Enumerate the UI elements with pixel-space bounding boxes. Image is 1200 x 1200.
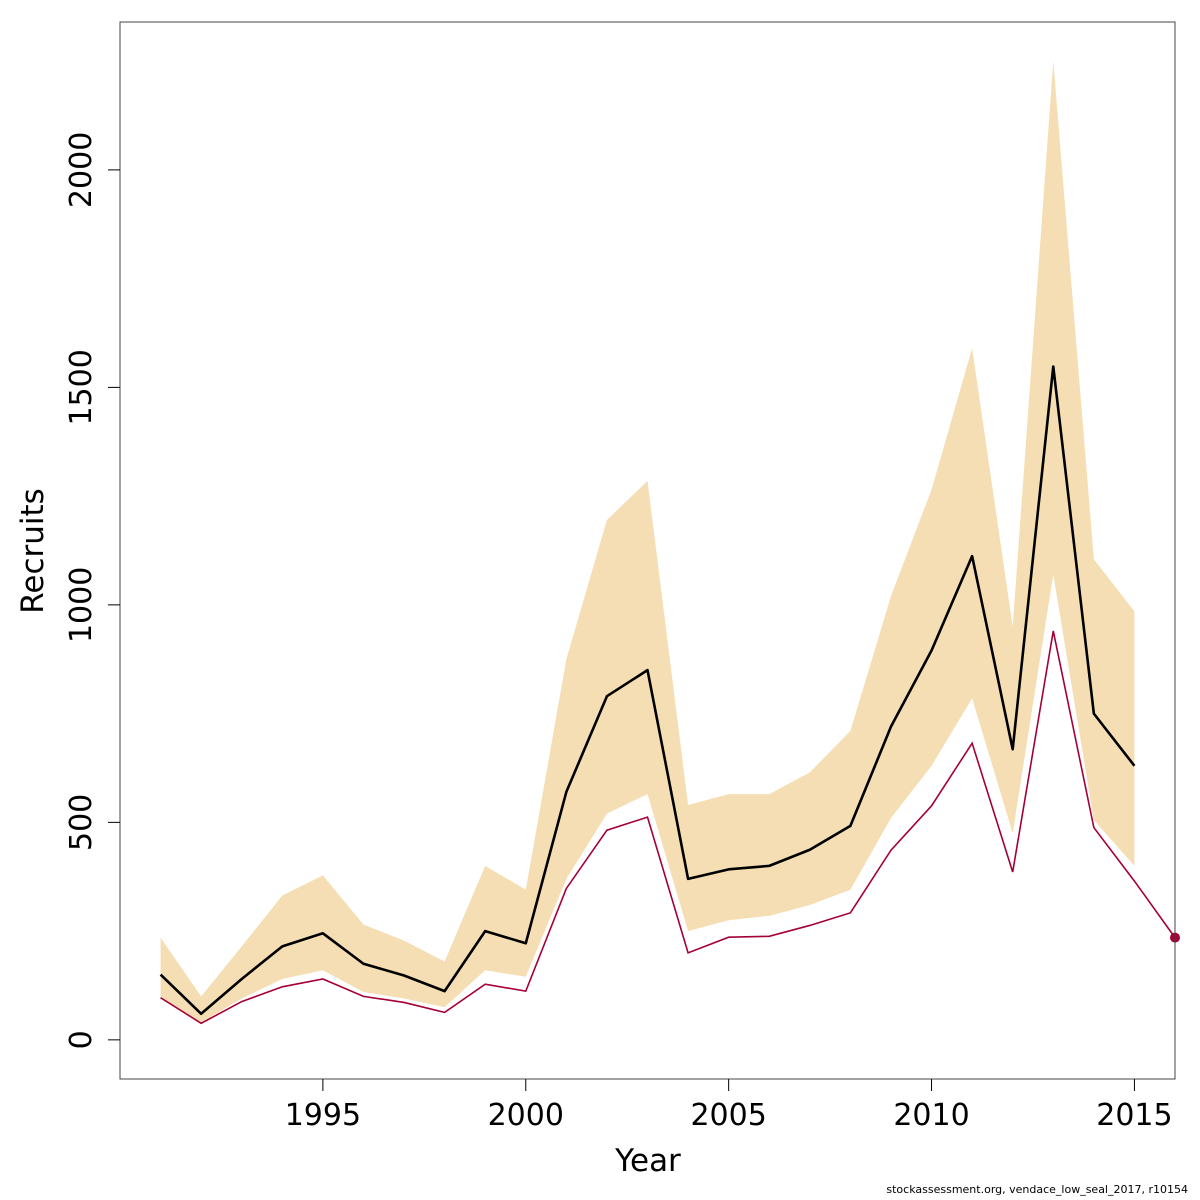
x-tick-label: 1995: [285, 1098, 361, 1133]
x-axis-title: Year: [614, 1143, 681, 1179]
y-tick-label: 500: [64, 794, 99, 851]
confidence-band: [160, 61, 1135, 1023]
x-tick-label: 2005: [690, 1098, 766, 1133]
plot-frame: [119, 21, 1176, 1080]
source-footnote: stockassessment.org, vendace_low_seal_20…: [886, 1183, 1188, 1196]
estimate-series-line: [159, 365, 1136, 1016]
x-tick-label: 2000: [488, 1098, 564, 1133]
y-tick-label: 1000: [64, 567, 99, 643]
lower-series-line: [160, 630, 1176, 1025]
y-tick-label: 1500: [64, 349, 99, 425]
y-tick-label: 0: [64, 1030, 99, 1049]
y-tick-label: 2000: [64, 132, 99, 208]
y-axis-title: Recruits: [15, 488, 51, 614]
x-tick-label: 2010: [893, 1098, 969, 1133]
x-tick-label: 2015: [1096, 1098, 1172, 1133]
